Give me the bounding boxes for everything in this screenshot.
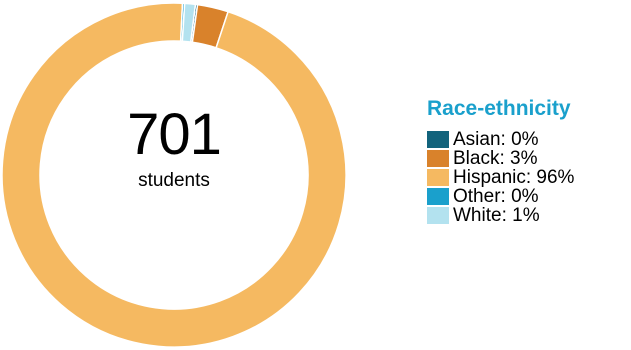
legend-swatch	[427, 169, 449, 186]
legend-item-other: Other: 0%	[427, 187, 574, 206]
total-count: 701	[127, 102, 222, 167]
legend-title: Race-ethnicity	[427, 97, 571, 120]
donut-slice-hispanic	[1, 2, 347, 348]
legend-swatch	[427, 131, 449, 148]
donut-chart	[1, 2, 347, 348]
legend-item-hispanic: Hispanic: 96%	[427, 168, 574, 187]
legend-label: Other: 0%	[453, 186, 539, 207]
legend-label: Asian: 0%	[453, 129, 539, 150]
legend-swatch	[427, 150, 449, 167]
total-label: students	[138, 170, 210, 191]
legend-item-black: Black: 3%	[427, 149, 574, 168]
legend-item-white: White: 1%	[427, 206, 574, 225]
legend-label: Hispanic: 96%	[453, 167, 575, 188]
legend-label: Black: 3%	[453, 148, 538, 169]
donut-slice-white	[181, 2, 197, 43]
legend-swatch	[427, 188, 449, 205]
legend: Race-ethnicity Asian: 0% Black: 3% Hispa…	[427, 96, 574, 225]
legend-item-asian: Asian: 0%	[427, 130, 574, 149]
legend-label: White: 1%	[453, 205, 540, 226]
legend-swatch	[427, 207, 449, 224]
